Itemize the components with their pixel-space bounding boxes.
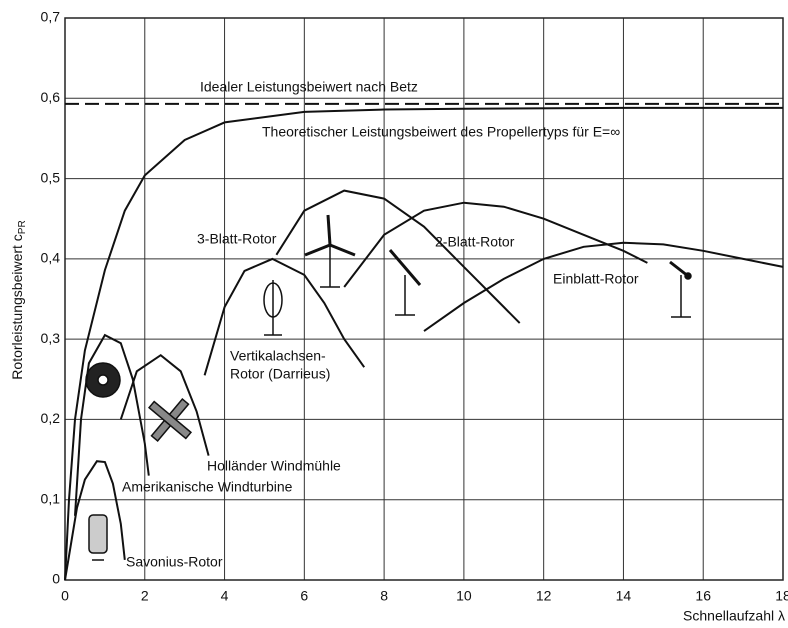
grid: [65, 18, 783, 580]
x-axis-label: Schnellaufzahl λ: [683, 608, 785, 624]
x-tick-label: 12: [536, 588, 552, 604]
one-blade-weight: [685, 273, 691, 279]
x-tick-label: 6: [300, 588, 308, 604]
y-tick-label: 0,1: [41, 490, 61, 506]
y-tick-label: 0: [52, 571, 60, 587]
x-tick-label: 10: [456, 588, 472, 604]
curve-label: Amerikanische Windturbine: [122, 479, 293, 495]
curve-label: Theoretischer Leistungsbeiwert des Prope…: [262, 124, 620, 140]
plot-frame: [65, 18, 783, 580]
x-tick-label: 16: [695, 588, 711, 604]
y-tick-label: 0,4: [41, 250, 61, 266]
x-tick-label: 2: [141, 588, 149, 604]
x-tick-label: 0: [61, 588, 69, 604]
curve-label: 3-Blatt-Rotor: [197, 231, 277, 247]
y-axis-label-main: Rotorleistungsbeiwert c: [9, 234, 25, 380]
y-tick-label: 0,2: [41, 410, 61, 426]
curve: [424, 243, 783, 331]
icons: [86, 215, 691, 560]
x-tick-label: 4: [221, 588, 229, 604]
curve-label: 2-Blatt-Rotor: [435, 234, 515, 250]
x-tick-label: 18: [775, 588, 788, 604]
curve-label: Einblatt-Rotor: [553, 271, 639, 287]
x-tick-label: 14: [616, 588, 632, 604]
curve-label: Vertikalachsen-: [230, 348, 326, 364]
y-axis-label-sub: PR: [17, 220, 28, 234]
chart: Schnellaufzahl λ Rotorleistungsbeiwert c…: [0, 0, 788, 628]
windmill-icon: [136, 386, 204, 454]
curve: [276, 191, 519, 324]
curve-label: Savonius-Rotor: [126, 554, 223, 570]
y-tick-label: 0,5: [41, 169, 61, 185]
curve-label: Idealer Leistungsbeiwert nach Betz: [200, 79, 418, 95]
curve-label: Holländer Windmühle: [207, 458, 341, 474]
x-tick-label: 8: [380, 588, 388, 604]
savonius-icon: [89, 515, 107, 553]
y-tick-label: 0,3: [41, 330, 61, 346]
y-tick-label: 0,7: [41, 9, 61, 25]
y-axis-label: Rotorleistungsbeiwert cPR: [9, 220, 28, 379]
y-tick-label: 0,6: [41, 89, 61, 105]
curve: [121, 355, 209, 455]
curve-label: Rotor (Darrieus): [230, 366, 330, 382]
fan-hub: [98, 375, 108, 385]
